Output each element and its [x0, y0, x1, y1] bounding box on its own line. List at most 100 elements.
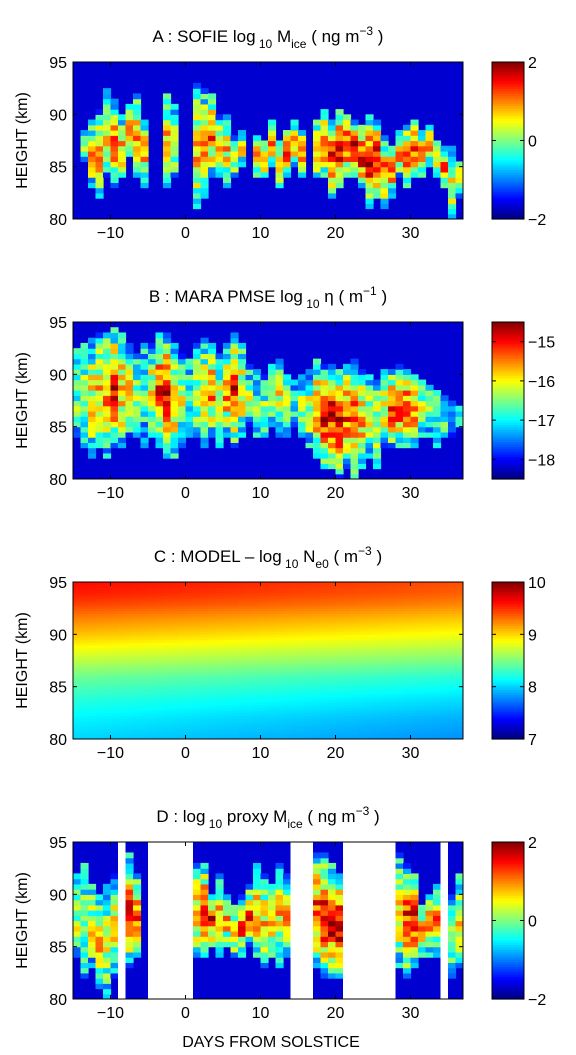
heatmap-cell	[440, 657, 449, 662]
heatmap-cell	[95, 941, 104, 948]
heatmap-cell	[215, 156, 224, 163]
heatmap-cell	[155, 686, 164, 690]
heatmap-cell	[380, 426, 389, 433]
heatmap-cell	[238, 358, 247, 365]
heatmap-cell	[410, 631, 419, 635]
heatmap-cell	[275, 634, 284, 638]
heatmap-cell	[103, 374, 112, 381]
heatmap-cell	[335, 426, 344, 433]
heatmap-cell	[260, 584, 269, 588]
heatmap-cell	[118, 610, 127, 614]
heatmap-cell	[148, 374, 157, 381]
heatmap-cell	[395, 156, 404, 163]
heatmap-cell	[95, 177, 104, 183]
heatmap-cell	[118, 725, 127, 730]
heatmap-cell	[133, 636, 142, 641]
heatmap-cell	[170, 655, 179, 659]
heatmap-cell	[170, 689, 179, 693]
heatmap-cell	[103, 946, 112, 953]
heatmap-cell	[388, 650, 397, 654]
y-axis-label: HEIGHT (km)	[14, 612, 31, 709]
heatmap-cell	[245, 655, 254, 659]
heatmap-cell	[223, 156, 232, 163]
heatmap-cell	[170, 587, 179, 591]
heatmap-cell	[305, 723, 314, 727]
heatmap-cell	[305, 634, 314, 638]
heatmap-cell	[305, 707, 314, 711]
heatmap-cell	[455, 731, 463, 735]
heatmap-cell	[215, 595, 224, 599]
heatmap-cell	[433, 623, 442, 628]
heatmap-cell	[410, 608, 419, 612]
heatmap-cell	[418, 597, 427, 601]
heatmap-cell	[193, 736, 202, 739]
heatmap-cell	[118, 652, 127, 656]
heatmap-cell	[230, 634, 239, 638]
heatmap-cell	[268, 119, 277, 126]
heatmap-cell	[208, 431, 217, 438]
heatmap-cell	[103, 416, 112, 423]
heatmap-cell	[238, 587, 247, 591]
heatmap-cell	[350, 468, 359, 475]
heatmap-cell	[185, 374, 194, 381]
heatmap-cell	[215, 665, 224, 669]
heatmap-cell	[118, 358, 127, 365]
heatmap-cell	[223, 634, 232, 638]
heatmap-cell	[410, 384, 419, 391]
heatmap-cell	[313, 715, 322, 719]
heatmap-cell	[283, 634, 292, 638]
heatmap-cell	[455, 655, 463, 659]
heatmap-cell	[343, 114, 352, 121]
heatmap-cell	[343, 150, 352, 157]
heatmap-cell	[95, 686, 104, 690]
heatmap-cell	[335, 135, 344, 142]
heatmap-cell	[275, 358, 284, 365]
heatmap-cell	[275, 707, 284, 711]
heatmap-cell	[245, 616, 254, 620]
heatmap-cell	[425, 150, 434, 157]
heatmap-cell	[223, 684, 232, 688]
heatmap-cell	[245, 629, 254, 633]
heatmap-cell	[320, 626, 329, 630]
heatmap-cell	[335, 647, 344, 651]
heatmap-cell	[403, 145, 412, 152]
heatmap-cell	[328, 712, 337, 717]
heatmap-cell	[230, 629, 239, 633]
heatmap-cell	[388, 663, 397, 667]
heatmap-cell	[110, 951, 119, 958]
heatmap-cell	[418, 623, 427, 628]
heatmap-cell	[260, 652, 269, 656]
heatmap-cell	[380, 621, 389, 625]
heatmap-cell	[163, 636, 172, 641]
heatmap-cell	[200, 442, 209, 449]
heatmap-cell	[418, 629, 427, 633]
heatmap-cell	[403, 723, 412, 727]
heatmap-cell	[163, 684, 172, 688]
heatmap-cell	[103, 119, 112, 126]
heatmap-cell	[350, 447, 359, 454]
heatmap-cell	[178, 621, 187, 625]
heatmap-cell	[448, 203, 457, 210]
colorbar-segment	[492, 380, 524, 384]
heatmap-cell	[155, 605, 164, 609]
heatmap-cell	[328, 616, 337, 620]
heatmap-cell	[260, 650, 269, 654]
heatmap-cell	[275, 374, 284, 381]
heatmap-cell	[155, 332, 164, 339]
heatmap-cell	[365, 702, 374, 706]
heatmap-cell	[95, 597, 104, 601]
heatmap-cell	[283, 697, 292, 701]
heatmap-cell	[73, 930, 82, 937]
heatmap-cell	[418, 421, 427, 428]
heatmap-cell	[275, 421, 284, 428]
heatmap-cell	[185, 710, 194, 714]
heatmap-cell	[223, 589, 232, 594]
heatmap-cell	[88, 156, 97, 163]
heatmap-cell	[425, 715, 434, 719]
heatmap-cell	[88, 946, 97, 953]
heatmap-cell	[350, 410, 359, 417]
heatmap-cell	[200, 691, 209, 696]
heatmap-cell	[170, 150, 179, 157]
heatmap-cell	[433, 156, 442, 163]
heatmap-cell	[73, 728, 82, 732]
